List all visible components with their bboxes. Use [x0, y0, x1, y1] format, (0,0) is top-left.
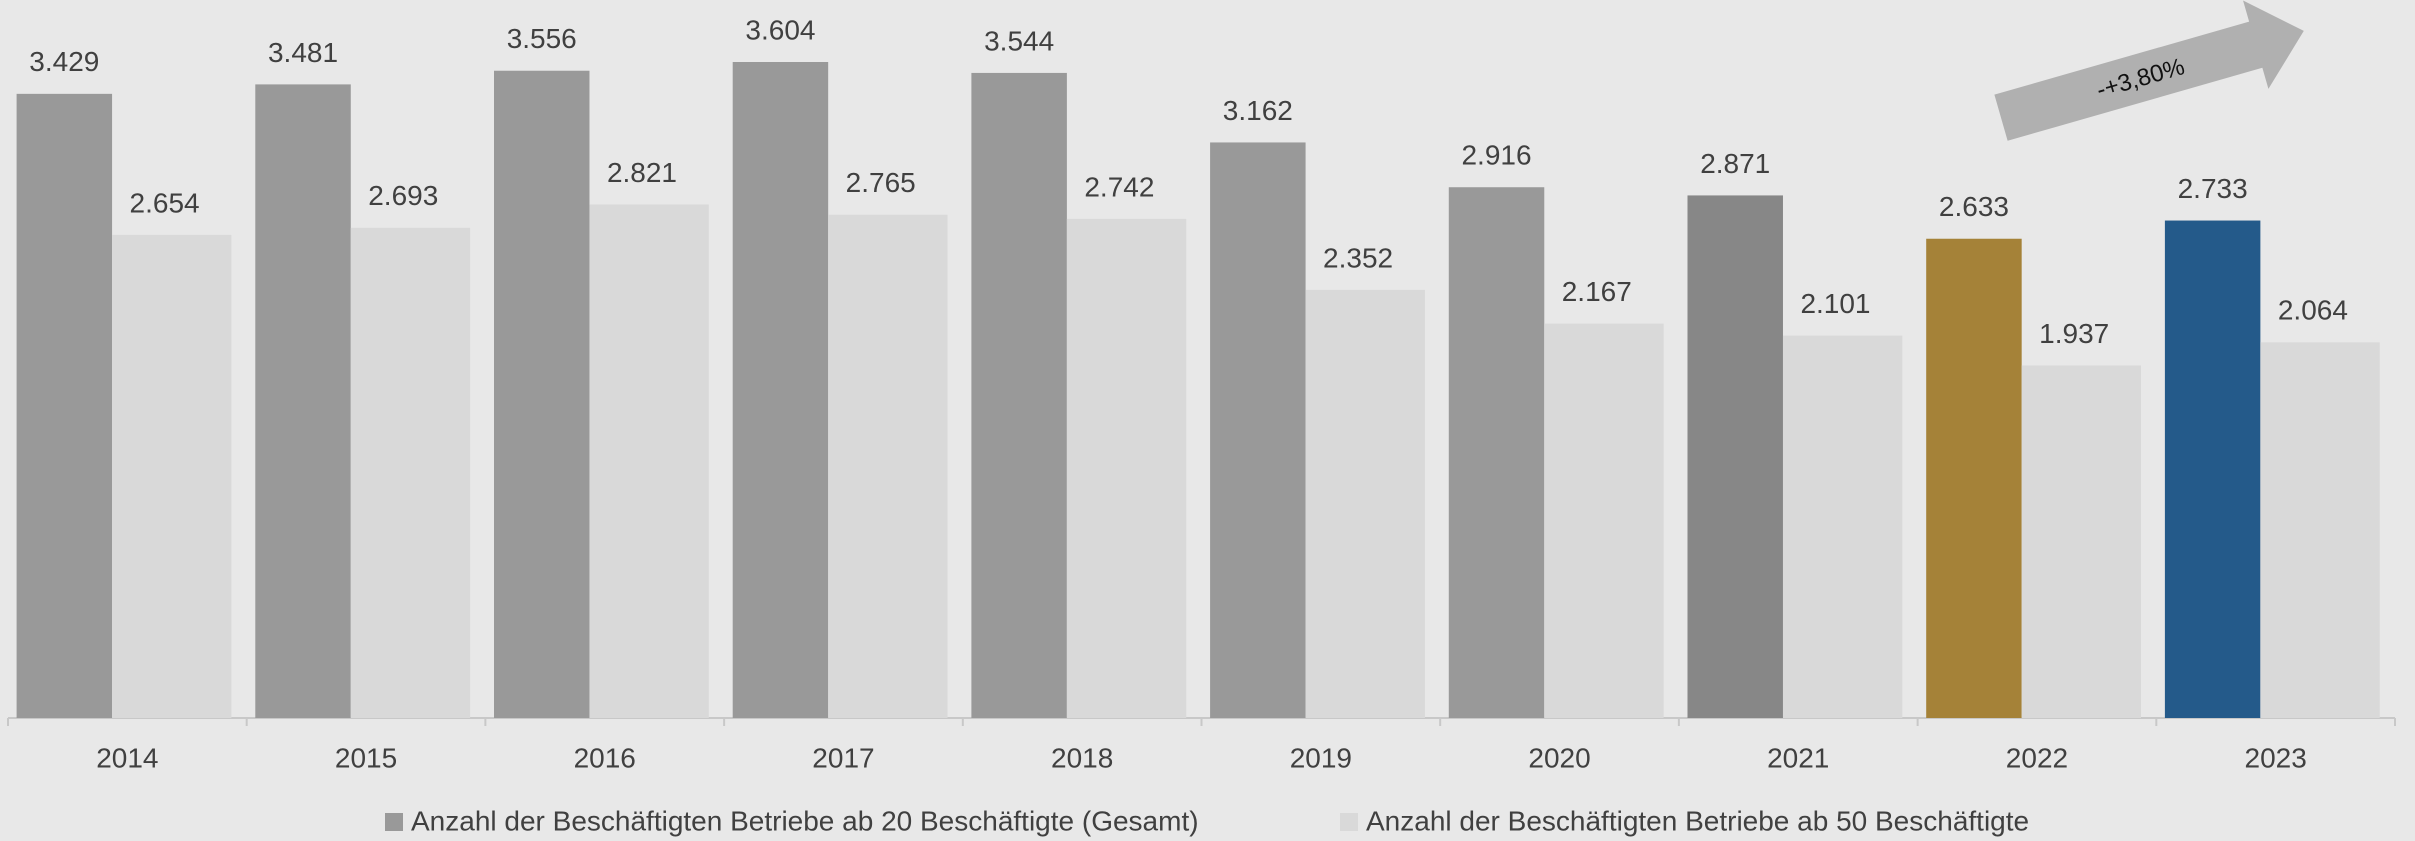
x-tick-label: 2020: [1528, 742, 1590, 773]
data-label: 2.633: [1939, 191, 2009, 222]
data-label: 1.937: [2039, 318, 2109, 349]
bar: [732, 62, 829, 718]
data-label: 3.162: [1223, 95, 1293, 126]
bar: [112, 234, 232, 718]
bar: [828, 214, 948, 718]
bar: [2164, 220, 2261, 718]
x-tick-label: 2018: [1051, 742, 1113, 773]
x-tick-label: 2021: [1767, 742, 1829, 773]
bar: [493, 70, 590, 719]
x-tick-label: 2023: [2245, 742, 2307, 773]
x-tick-label: 2022: [2006, 742, 2068, 773]
data-label: 2.733: [2178, 173, 2248, 204]
data-label: 2.654: [130, 187, 200, 218]
data-label: 3.481: [268, 37, 338, 68]
x-tick-label: 2017: [812, 742, 874, 773]
bar: [2021, 365, 2142, 718]
data-label: 2.064: [2278, 295, 2348, 326]
data-label: 2.167: [1562, 276, 1632, 307]
data-label: 2.352: [1323, 242, 1393, 273]
data-label: 3.556: [507, 23, 577, 54]
bar: [2260, 342, 2380, 718]
data-label: 2.765: [846, 167, 916, 198]
bar: [1926, 238, 2022, 718]
data-label: 2.101: [1800, 288, 1870, 319]
legend-swatch: [385, 813, 403, 831]
bar: [255, 84, 351, 719]
bar: [1210, 142, 1306, 719]
x-tick-label: 2015: [335, 742, 397, 773]
x-tick-label: 2016: [574, 742, 636, 773]
bar: [16, 93, 113, 718]
legend-label: Anzahl der Beschäftigten Betriebe ab 50 …: [1366, 805, 2029, 836]
bar: [1544, 323, 1664, 718]
arrow-shape: [1994, 0, 2304, 141]
bar: [1782, 335, 1903, 718]
data-label: 2.916: [1461, 140, 1531, 171]
bar: [350, 227, 471, 719]
data-label: 2.871: [1700, 148, 1770, 179]
data-label: 2.821: [607, 157, 677, 188]
bar: [1066, 218, 1187, 718]
x-tick-label: 2014: [96, 742, 158, 773]
bar: [1305, 289, 1425, 718]
data-label: 2.693: [368, 180, 438, 211]
data-label: 3.604: [745, 14, 815, 45]
data-label: 2.742: [1084, 171, 1154, 202]
bar: [1687, 195, 1783, 718]
x-tick-label: 2019: [1290, 742, 1352, 773]
bar: [971, 72, 1067, 718]
data-label: 3.544: [984, 25, 1054, 56]
bar: [1448, 187, 1545, 719]
data-label: 3.429: [29, 46, 99, 77]
legend-label: Anzahl der Beschäftigten Betriebe ab 20 …: [411, 805, 1199, 836]
legend-swatch: [1340, 813, 1358, 831]
bar: [589, 204, 709, 719]
